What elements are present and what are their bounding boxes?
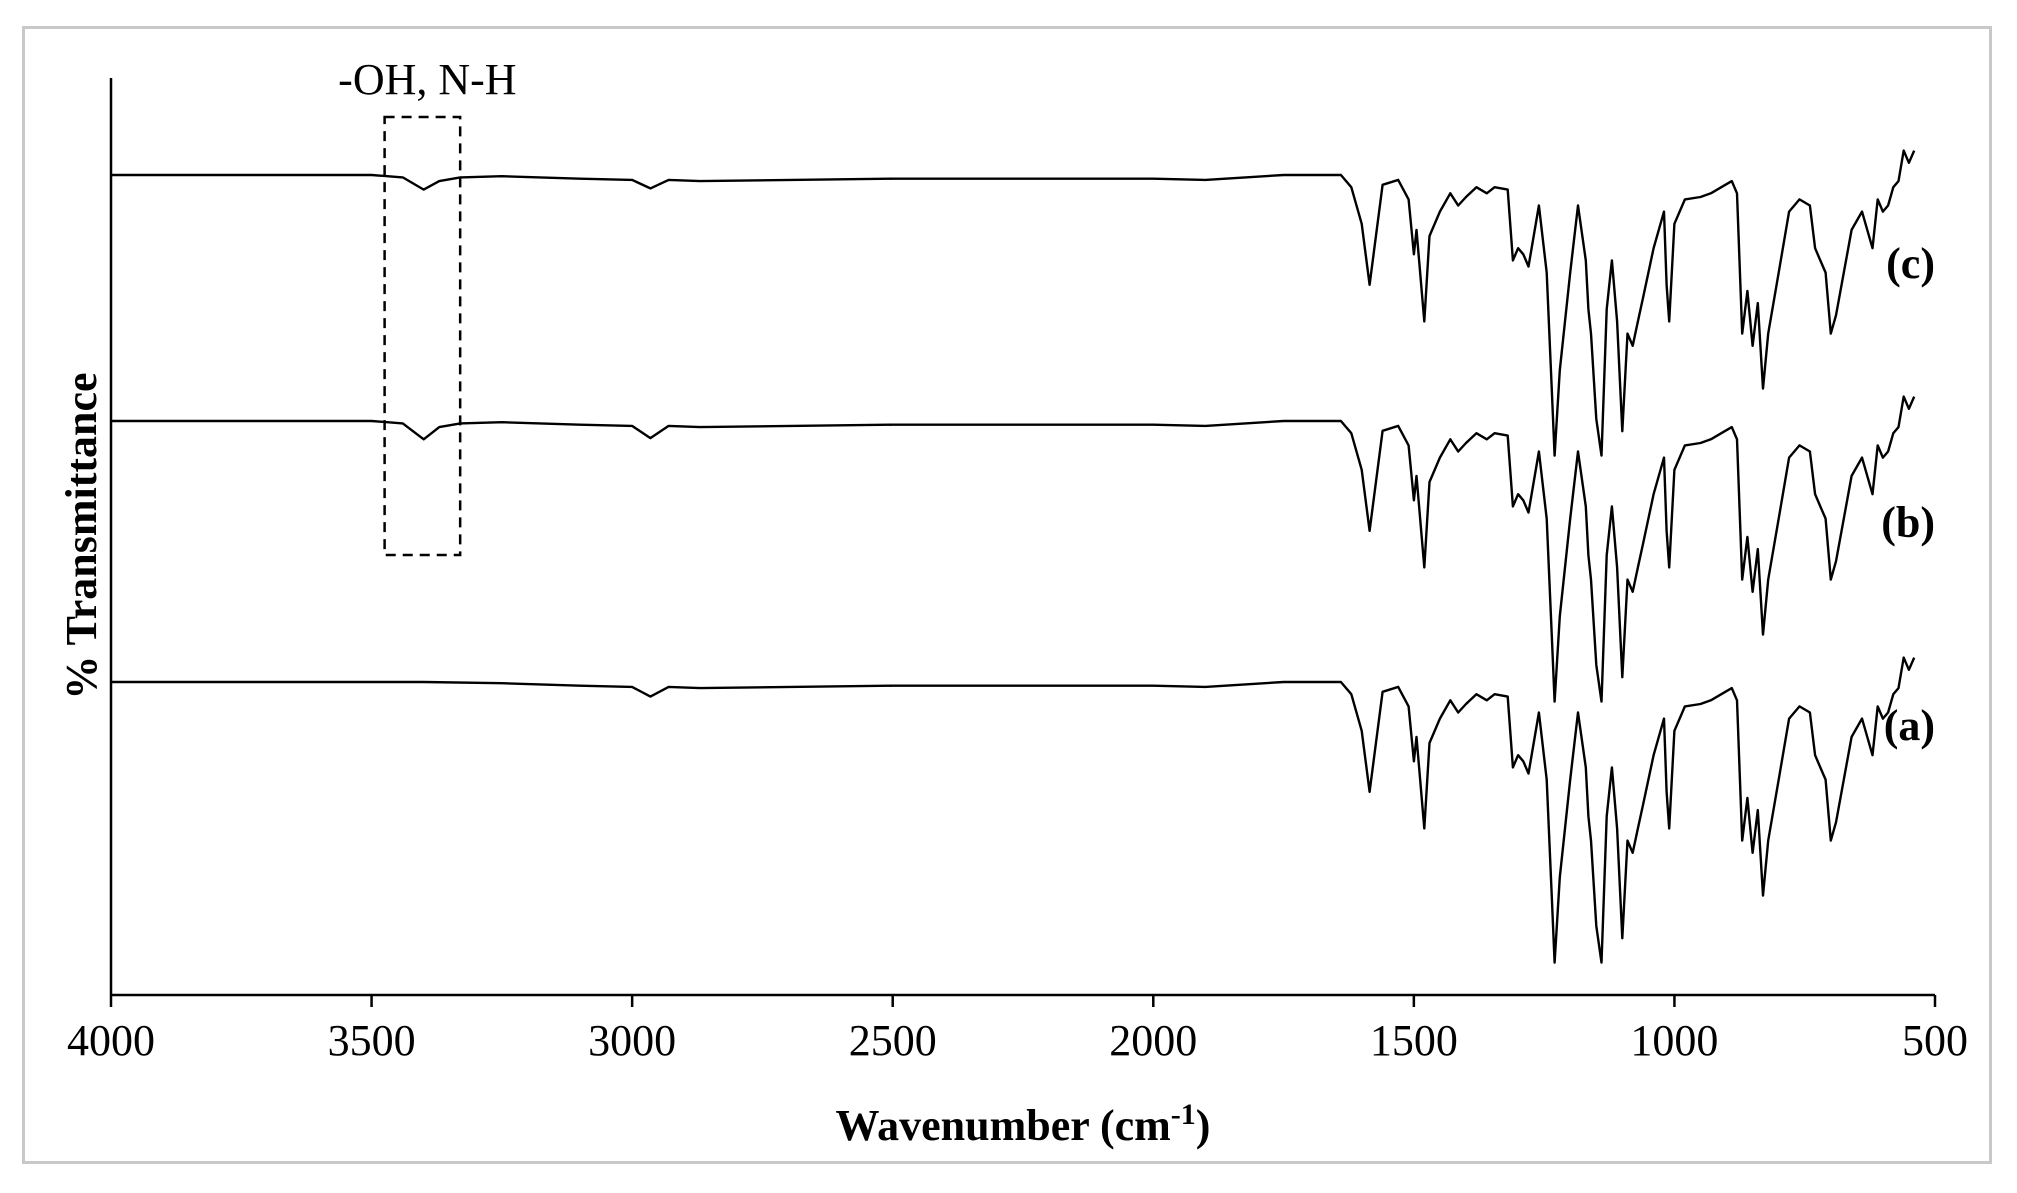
series-label-c: (c) [1886, 239, 1935, 288]
x-axis-title-main: Wavenumber (cm [836, 1101, 1171, 1150]
x-tick-label-2500: 2500 [849, 1016, 937, 1065]
x-tick-label-1500: 1500 [1370, 1016, 1458, 1065]
x-axis-title-sup: -1 [1171, 1098, 1196, 1131]
x-tick-label-1000: 1000 [1630, 1016, 1718, 1065]
annotation-layer: -OH, N-H [338, 55, 517, 557]
x-axis-title: Wavenumber (cm-1) [836, 1098, 1211, 1150]
series-label-a: (a) [1884, 701, 1935, 750]
spectrum-line-b [111, 395, 1916, 703]
axes: 4000 3500 3000 2500 2000 1500 1000 500 [67, 78, 1968, 1065]
series-layer [111, 149, 1916, 964]
spectrum-line-c [111, 149, 1916, 457]
series-labels: (a) (b) (c) [1881, 239, 1935, 750]
x-tick-label-3000: 3000 [588, 1016, 676, 1065]
spectrum-line-a [111, 656, 1916, 964]
oh-nh-annotation-label: -OH, N-H [338, 55, 516, 104]
x-axis-title-end: ) [1196, 1101, 1211, 1150]
x-tick-label-4000: 4000 [67, 1016, 155, 1065]
x-tick-label-2000: 2000 [1109, 1016, 1197, 1065]
x-tick-label-500: 500 [1902, 1016, 1968, 1065]
y-axis-title: % Transmittance [57, 372, 106, 699]
oh-nh-dashed-box [383, 115, 462, 557]
x-tick-label-3500: 3500 [328, 1016, 416, 1065]
series-label-b: (b) [1881, 498, 1935, 547]
